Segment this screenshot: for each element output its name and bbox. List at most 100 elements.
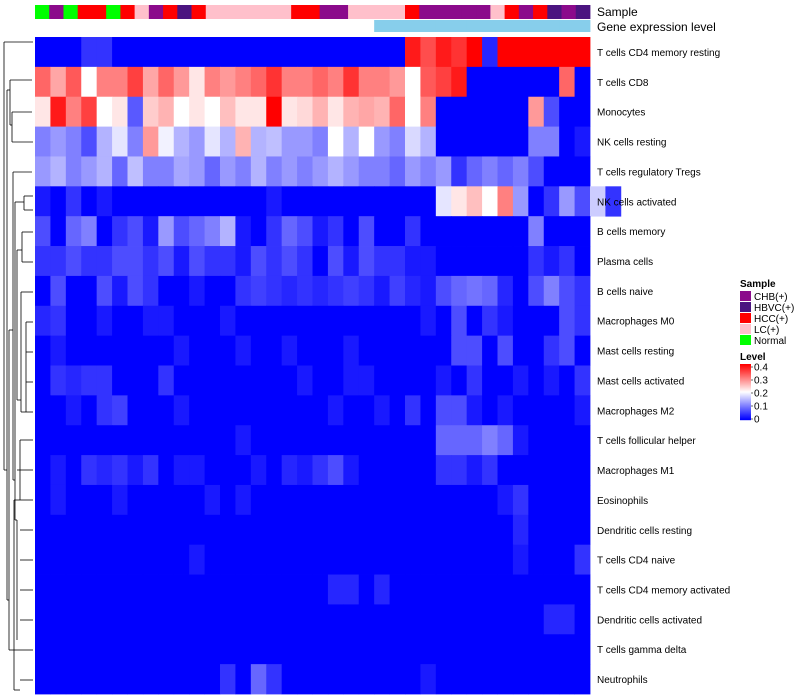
heatmap-cell xyxy=(389,455,406,486)
legend-gradient-step xyxy=(740,411,751,413)
heatmap-cell xyxy=(127,395,144,426)
heatmap-cell xyxy=(127,156,144,187)
heatmap-cell xyxy=(343,574,360,605)
expression-annotation-cell xyxy=(312,20,329,32)
heatmap-cell xyxy=(142,37,159,68)
heatmap-cell xyxy=(112,66,128,98)
heatmap-cell xyxy=(96,335,113,366)
heatmap-cell xyxy=(112,604,128,635)
heatmap-cell xyxy=(343,455,360,486)
heatmap-cell xyxy=(204,37,221,68)
expression-annotation-cell xyxy=(574,20,591,32)
heatmap-cell xyxy=(435,37,452,68)
heatmap-cell xyxy=(127,37,144,68)
heatmap-cell xyxy=(189,66,205,98)
heatmap-cell xyxy=(158,156,175,187)
heatmap-cell xyxy=(420,186,437,217)
heatmap-cell xyxy=(543,126,560,157)
heatmap-cell xyxy=(420,484,437,516)
heatmap-cell xyxy=(50,66,67,98)
heatmap-cell xyxy=(250,514,267,546)
heatmap-cell xyxy=(358,96,375,127)
heatmap-cell xyxy=(220,335,236,366)
heatmap-cell xyxy=(127,484,144,516)
heatmap-cell xyxy=(543,574,560,605)
heatmap-cell xyxy=(327,574,344,605)
heatmap-cell xyxy=(297,484,313,516)
heatmap-cell xyxy=(466,664,483,695)
heatmap-cell xyxy=(81,96,98,127)
heatmap-cell xyxy=(158,126,175,157)
heatmap-cell xyxy=(35,395,51,426)
column-annotations xyxy=(35,5,591,32)
heatmap-cell xyxy=(173,395,190,426)
sample-annotation-cell xyxy=(134,5,150,19)
legend-entry: HCC(+) xyxy=(754,314,788,325)
legend-gradient-step xyxy=(740,378,751,380)
heatmap-cell xyxy=(65,574,82,605)
legend-gradient-step xyxy=(740,370,751,372)
legend-gradient-step xyxy=(740,381,751,383)
heatmap-cell xyxy=(81,216,98,247)
heatmap-cell xyxy=(420,544,437,575)
heatmap-cell xyxy=(466,126,483,157)
heatmap-cell xyxy=(559,365,575,396)
heatmap-cell xyxy=(189,365,205,396)
heatmap-cell xyxy=(435,246,452,277)
heatmap-cell xyxy=(327,544,344,575)
expression-annotation-cell xyxy=(35,20,51,32)
heatmap-cell xyxy=(204,514,221,546)
heatmap-cell xyxy=(281,395,298,426)
heatmap-cell xyxy=(220,514,236,546)
sample-annotation-cell xyxy=(177,5,192,19)
heatmap-cell xyxy=(96,484,113,516)
legend-gradient-step xyxy=(740,392,751,394)
heatmap-cell xyxy=(497,305,514,337)
heatmap-cell xyxy=(35,455,51,486)
heatmap-cell xyxy=(405,216,421,247)
heatmap-cell xyxy=(204,604,221,635)
heatmap-cell xyxy=(574,66,591,98)
heatmap-cell xyxy=(420,37,437,68)
expression-annotation-cell xyxy=(266,20,283,32)
heatmap-cell xyxy=(358,216,375,247)
heatmap-cell xyxy=(112,335,128,366)
heatmap-cell xyxy=(435,66,452,98)
heatmap-cell xyxy=(112,216,128,247)
heatmap-cell xyxy=(405,544,421,575)
heatmap-cell xyxy=(389,96,406,127)
heatmap-cell xyxy=(482,455,498,486)
heatmap-cell xyxy=(158,455,175,486)
heatmap-cell xyxy=(559,305,575,337)
heatmap-cell xyxy=(512,395,529,426)
heatmap-cell xyxy=(173,66,190,98)
expression-annotation-cell xyxy=(112,20,128,32)
heatmap-cell xyxy=(266,484,283,516)
row-label: B cells memory xyxy=(597,227,665,238)
heatmap-cell xyxy=(266,604,283,635)
heatmap-cell xyxy=(574,664,591,695)
heatmap-cell xyxy=(235,37,252,68)
heatmap-cell xyxy=(389,484,406,516)
heatmap-cell xyxy=(220,37,236,68)
heatmap-cell xyxy=(574,126,591,157)
heatmap-cell xyxy=(50,634,67,665)
heatmap-cell xyxy=(559,604,575,635)
heatmap-cell xyxy=(559,664,575,695)
heatmap-cell xyxy=(220,186,236,217)
heatmap-cell xyxy=(528,484,545,516)
heatmap-cell xyxy=(358,664,375,695)
heatmap-cell xyxy=(497,365,514,396)
heatmap-cell xyxy=(50,574,67,605)
heatmap-cell xyxy=(343,156,360,187)
heatmap-cell xyxy=(250,335,267,366)
legend-gradient-step xyxy=(740,372,751,374)
heatmap-cell xyxy=(96,156,113,187)
heatmap-cell xyxy=(235,514,252,546)
expression-annotation-cell xyxy=(482,20,498,32)
heatmap-cell xyxy=(96,425,113,456)
heatmap-cell xyxy=(559,96,575,127)
heatmap-cell xyxy=(96,275,113,307)
heatmap-cell xyxy=(543,425,560,456)
heatmap-cell xyxy=(312,544,329,575)
